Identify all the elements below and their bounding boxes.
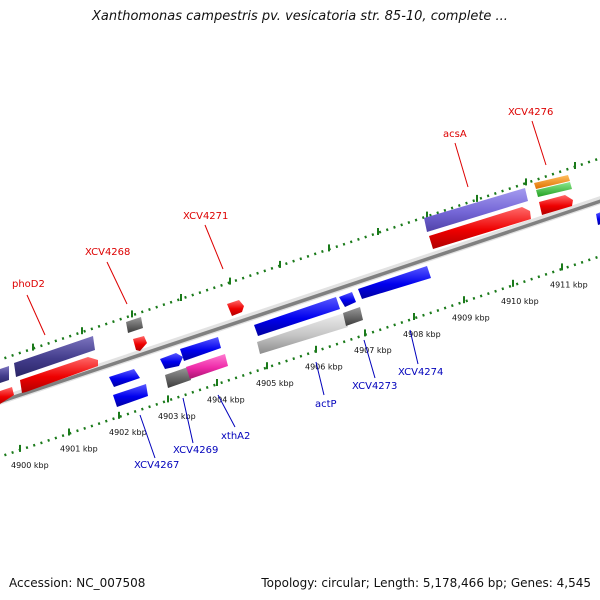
gene-feature[interactable] bbox=[0, 387, 14, 405]
scale-tick-labels: 4900 kbp 4901 kbp 4902 kbp 4903 kbp 4904 kbp… bbox=[11, 281, 588, 470]
gene-label[interactable]: XCV4273 bbox=[352, 381, 397, 392]
gene-feature[interactable] bbox=[358, 266, 431, 299]
gene-feature[interactable] bbox=[536, 182, 572, 197]
gene-label[interactable]: XCV4268 bbox=[85, 247, 130, 258]
gene-feature[interactable] bbox=[257, 313, 348, 354]
scale-tick-label: 4902 kbp bbox=[109, 428, 147, 437]
lower-scale-ruler bbox=[0, 255, 600, 458]
gene-label[interactable]: xthA2 bbox=[221, 431, 250, 442]
upper-scale-ruler bbox=[0, 157, 600, 361]
gene-label[interactable]: actP bbox=[315, 399, 337, 410]
scale-tick-label: 4903 kbp bbox=[158, 412, 196, 421]
scale-tick-label: 4901 kbp bbox=[60, 445, 98, 454]
gene-feature[interactable] bbox=[160, 353, 183, 369]
gene-feature[interactable] bbox=[596, 212, 600, 225]
gene-feature[interactable] bbox=[126, 317, 143, 333]
genome-summary-text: Topology: circular; Length: 5,178,466 bp… bbox=[261, 576, 591, 590]
genome-axis-line bbox=[0, 199, 600, 404]
map-title: Xanthomonas campestris pv. vesicatoria s… bbox=[92, 9, 508, 24]
accession-text: Accession: NC_007508 bbox=[9, 576, 146, 590]
scale-tick-label: 4906 kbp bbox=[305, 363, 343, 372]
gene-feature[interactable] bbox=[424, 188, 528, 232]
scale-tick-label: 4910 kbp bbox=[501, 297, 539, 306]
scale-tick-label: 4908 kbp bbox=[403, 330, 441, 339]
gene-feature[interactable] bbox=[429, 207, 531, 249]
label-leaders bbox=[26, 120, 547, 459]
scale-tick-label: 4900 kbp bbox=[11, 461, 49, 470]
gene-feature[interactable] bbox=[539, 195, 573, 215]
gene-feature[interactable] bbox=[186, 354, 228, 379]
gene-label[interactable]: XCV4276 bbox=[508, 107, 553, 118]
scale-tick-label: 4907 kbp bbox=[354, 346, 392, 355]
gene-labels: phoD2 XCV4268 XCV4271 acsA XCV4276 XCV42… bbox=[12, 107, 553, 471]
gene-label[interactable]: XCV4269 bbox=[173, 445, 218, 456]
gene-feature[interactable] bbox=[113, 384, 148, 407]
scale-tick-label: 4911 kbp bbox=[550, 281, 588, 290]
gene-feature[interactable] bbox=[20, 357, 98, 393]
gene-feature[interactable] bbox=[254, 297, 340, 336]
scale-tick-label: 4909 kbp bbox=[452, 313, 490, 322]
gene-feature[interactable] bbox=[133, 336, 147, 351]
gene-feature[interactable] bbox=[343, 307, 363, 326]
gene-feature[interactable] bbox=[109, 369, 140, 387]
scale-tick-label: 4905 kbp bbox=[256, 379, 294, 388]
gene-label[interactable]: XCV4267 bbox=[134, 460, 179, 471]
gene-label[interactable]: XCV4271 bbox=[183, 211, 228, 222]
gene-label[interactable]: acsA bbox=[443, 129, 467, 140]
gene-label[interactable]: phoD2 bbox=[12, 279, 45, 290]
gene-feature[interactable] bbox=[227, 300, 244, 316]
scale-tick-label: 4904 kbp bbox=[207, 395, 245, 404]
gene-label[interactable]: XCV4274 bbox=[398, 367, 443, 378]
lower-major-ticks bbox=[19, 263, 563, 452]
gene-feature[interactable] bbox=[0, 366, 9, 384]
gene-feature[interactable] bbox=[339, 292, 356, 307]
gene-feature[interactable] bbox=[534, 175, 570, 189]
gene-feature[interactable] bbox=[180, 337, 221, 361]
gene-feature[interactable] bbox=[14, 336, 95, 377]
gene-feature[interactable] bbox=[165, 367, 191, 388]
